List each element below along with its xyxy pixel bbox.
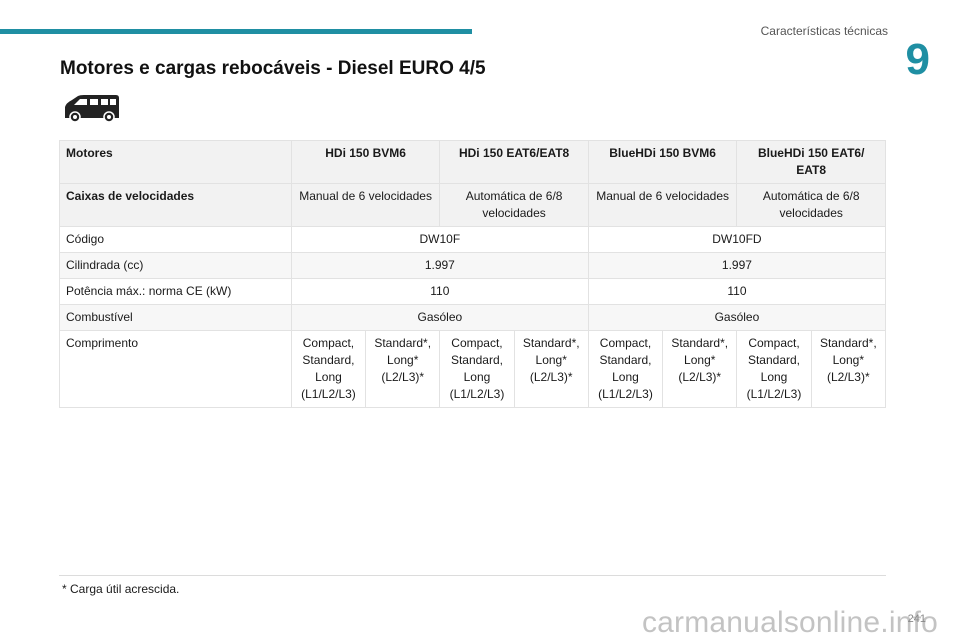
row-label-motores: Motores: [59, 140, 292, 184]
code-hdi: DW10F: [290, 226, 589, 253]
length-cell: Standard*, Long* (L2/L3)*: [513, 330, 589, 408]
engine-specs-table: Motores HDi 150 BVM6 HDi 150 EAT6/EAT8 B…: [59, 140, 887, 408]
power-hdi: 110: [290, 278, 589, 305]
length-cell: Compact, Standard, Long (L1/L2/L3): [439, 330, 515, 408]
length-cell: Compact, Standard, Long (L1/L2/L3): [587, 330, 664, 408]
fuel-hdi: Gasóleo: [290, 304, 589, 331]
header-bluehdi-bvm6: BlueHDi 150 BVM6: [587, 140, 738, 184]
displacement-hdi: 1.997: [290, 252, 589, 279]
row-label-displacement: Cilindrada (cc): [59, 252, 292, 279]
length-cell: Compact, Standard, Long (L1/L2/L3): [736, 330, 812, 408]
fuel-bluehdi: Gasóleo: [587, 304, 887, 331]
table-row: Potência máx.: norma CE (kW) 110 110: [59, 278, 887, 305]
length-cell: Standard*, Long* (L2/L3)*: [365, 330, 441, 408]
page-heading: Motores e cargas rebocáveis - Diesel EUR…: [60, 58, 486, 79]
gearbox-cell: Automática de 6/8 velocidades: [736, 183, 886, 227]
section-title: Características técnicas: [760, 24, 888, 38]
table-header-row: Motores HDi 150 BVM6 HDi 150 EAT6/EAT8 B…: [59, 140, 886, 184]
header-hdi-bvm6: HDi 150 BVM6: [290, 140, 441, 184]
row-label-power: Potência máx.: norma CE (kW): [59, 278, 292, 305]
gearbox-cell: Manual de 6 velocidades: [290, 183, 441, 227]
chapter-number: 9: [905, 35, 930, 84]
table-row: Cilindrada (cc) 1.997 1.997: [59, 252, 887, 279]
van-icon: [65, 95, 119, 123]
code-bluehdi: DW10FD: [587, 226, 887, 253]
length-cell: Standard*, Long* (L2/L3)*: [662, 330, 738, 408]
table-row: Código DW10F DW10FD: [59, 226, 887, 253]
table-row: Comprimento Compact, Standard, Long (L1/…: [59, 330, 887, 408]
footnote: * Carga útil acrescida.: [62, 582, 180, 596]
length-cell: Compact, Standard, Long (L1/L2/L3): [290, 330, 367, 408]
page-number: 241: [907, 613, 926, 625]
length-cell: Standard*, Long* (L2/L3)*: [810, 330, 887, 408]
gearbox-cell: Automática de 6/8 velocidades: [439, 183, 589, 227]
row-label-fuel: Combustível: [59, 304, 292, 331]
watermark: carmanualsonline.info: [641, 606, 938, 639]
power-bluehdi: 110: [587, 278, 887, 305]
header-hdi-eat: HDi 150 EAT6/EAT8: [439, 140, 589, 184]
row-label-code: Código: [59, 226, 292, 253]
displacement-bluehdi: 1.997: [587, 252, 887, 279]
header-accent-bar: [0, 29, 472, 34]
header-bluehdi-eat: BlueHDi 150 EAT6/ EAT8: [736, 140, 886, 184]
row-label-length: Comprimento: [59, 330, 292, 408]
table-row: Caixas de velocidades Manual de 6 veloci…: [59, 183, 886, 227]
gearbox-cell: Manual de 6 velocidades: [587, 183, 738, 227]
table-row: Combustível Gasóleo Gasóleo: [59, 304, 887, 331]
row-label-gearbox: Caixas de velocidades: [59, 183, 292, 227]
footnote-divider: [59, 575, 886, 576]
